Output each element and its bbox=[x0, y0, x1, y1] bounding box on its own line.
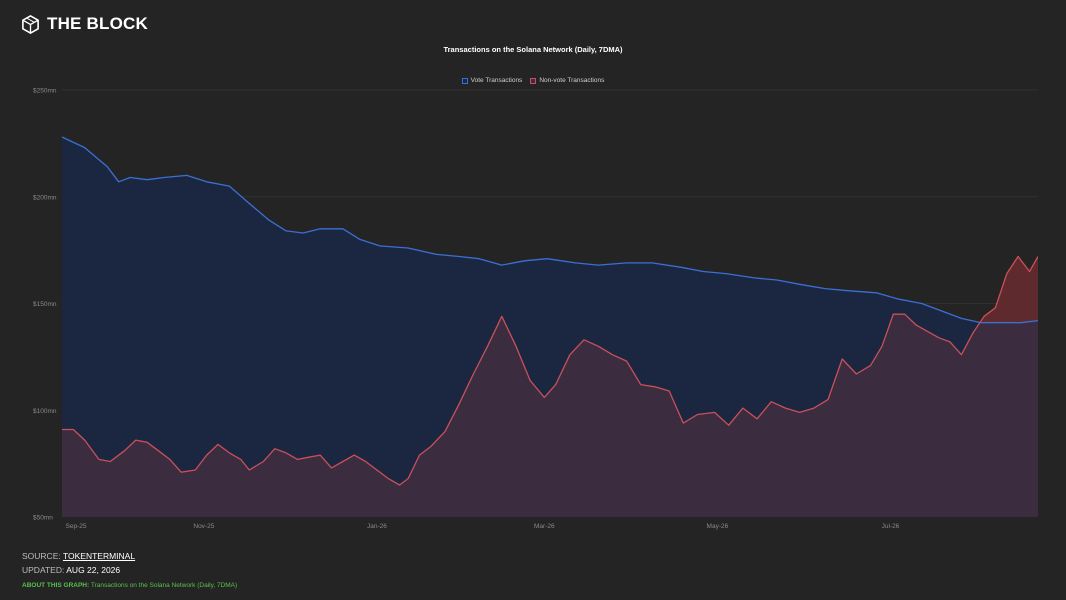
brand-logo: THE BLOCK bbox=[21, 14, 148, 34]
x-tick-label: Mar-26 bbox=[534, 523, 555, 530]
updated-label: UPDATED: bbox=[22, 565, 65, 575]
y-tick-label: $100mn bbox=[33, 408, 57, 415]
source-link[interactable]: TOKENTERMINAL bbox=[62, 551, 136, 561]
footer-source: SOURCE: TOKENTERMINAL bbox=[22, 551, 135, 561]
chart-title: Transactions on the Solana Network (Dail… bbox=[443, 45, 623, 54]
nonvote-transactions-area bbox=[62, 256, 1038, 517]
source-label: SOURCE: bbox=[22, 551, 61, 561]
x-tick-label: Nov-25 bbox=[193, 523, 214, 530]
y-tick-label: $150mn bbox=[33, 301, 57, 308]
chart-legend: Vote Transactions Non-vote Transactions bbox=[0, 77, 1066, 84]
x-tick-label: Sep-25 bbox=[66, 523, 87, 530]
footer-about: ABOUT THIS GRAPH: Transactions on the So… bbox=[22, 582, 237, 589]
updated-value: AUG 22, 2026 bbox=[66, 565, 121, 575]
cube-logo-icon bbox=[21, 14, 40, 34]
chart-series bbox=[62, 136, 1038, 517]
brand-name: THE BLOCK bbox=[47, 14, 148, 33]
x-tick-label: Jul-26 bbox=[882, 523, 900, 530]
x-tick-label: May-26 bbox=[707, 523, 729, 530]
legend-swatch-vote bbox=[461, 77, 468, 84]
y-tick-label: $50mn bbox=[33, 515, 53, 522]
x-tick-label: Jan-26 bbox=[367, 523, 387, 530]
legend-item-vote[interactable]: Vote Transactions bbox=[461, 77, 523, 84]
nonvote-transactions-line bbox=[62, 255, 1038, 486]
legend-item-nonvote[interactable]: Non-vote Transactions bbox=[530, 77, 604, 84]
y-tick-label: $250mn bbox=[33, 88, 57, 95]
y-tick-label: $200mn bbox=[33, 194, 57, 201]
legend-swatch-nonvote bbox=[530, 77, 537, 84]
legend-label-vote: Vote Transactions bbox=[470, 77, 523, 84]
about-value: Transactions on the Solana Network (Dail… bbox=[90, 582, 238, 589]
chart-axes: $50mn $100mn $150mn $200mn $250mn Sep-25 Nov-2… bbox=[33, 88, 900, 531]
about-label: ABOUT THIS GRAPH: bbox=[22, 582, 90, 589]
footer-updated: UPDATED: AUG 22, 2026 bbox=[22, 565, 120, 575]
legend-label-nonvote: Non-vote Transactions bbox=[539, 77, 605, 84]
vote-transactions-line bbox=[62, 136, 1038, 324]
